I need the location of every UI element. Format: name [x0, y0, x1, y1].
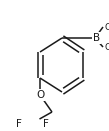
- Text: F: F: [16, 119, 22, 129]
- Text: O: O: [36, 90, 44, 100]
- Text: OH: OH: [104, 23, 109, 31]
- Text: OH: OH: [104, 42, 109, 51]
- Text: B: B: [93, 33, 101, 43]
- Text: F: F: [43, 119, 49, 129]
